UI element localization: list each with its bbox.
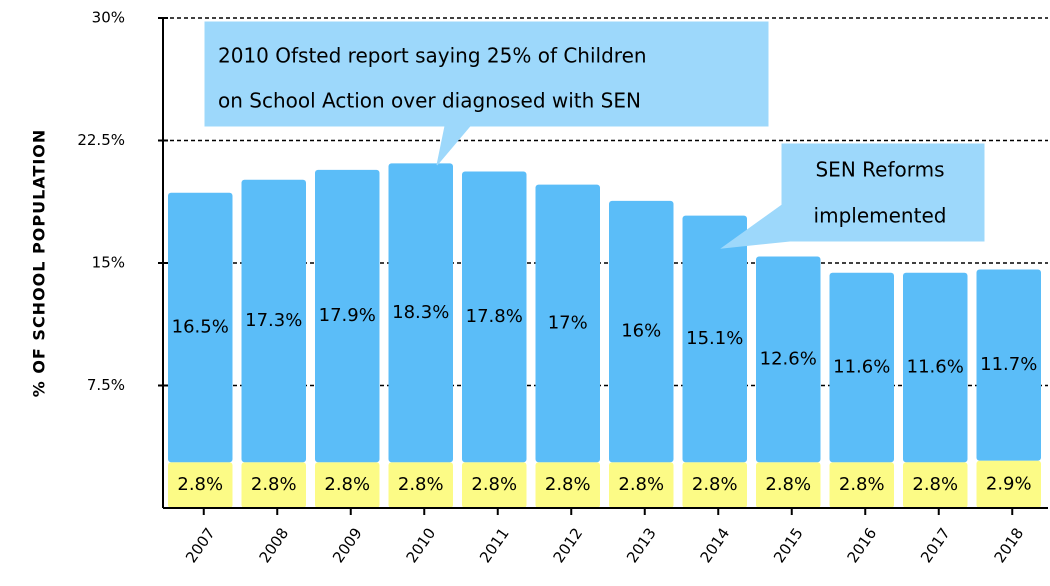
value-label: 17%	[548, 312, 588, 333]
bar-segment	[168, 462, 233, 508]
annotation-line: 2010 Ofsted report saying 25% of Childre…	[218, 44, 647, 68]
value-label: 17.3%	[245, 310, 302, 331]
y-tick-label: 15%	[92, 254, 125, 272]
bar-segment	[388, 462, 453, 508]
value-label: 2.8%	[251, 474, 297, 495]
value-label: 11.7%	[980, 354, 1037, 375]
value-label: 2.8%	[324, 474, 370, 495]
y-tick-label: 7.5%	[87, 376, 125, 394]
bar-segment	[903, 462, 968, 508]
value-label: 2.8%	[912, 474, 958, 495]
value-label: 2.8%	[765, 474, 811, 495]
value-label: 15.1%	[686, 328, 743, 349]
value-label: 17.8%	[466, 306, 523, 327]
value-label: 2.8%	[618, 474, 664, 495]
value-label: 11.6%	[907, 357, 964, 378]
bar-segment	[976, 269, 1041, 461]
value-label: 2.8%	[545, 474, 591, 495]
callout-shape	[204, 21, 769, 166]
value-label: 11.6%	[833, 357, 890, 378]
bar-segment	[976, 460, 1041, 508]
bar-segment	[609, 200, 674, 463]
value-label: 2.8%	[692, 474, 738, 495]
x-tick-label: 2011	[476, 525, 513, 567]
bar-segment	[315, 169, 380, 463]
y-tick-label: 22.5%	[77, 131, 125, 149]
bar-segment	[535, 462, 600, 508]
bar-segment	[682, 462, 747, 508]
value-label: 12.6%	[760, 348, 817, 369]
bar-segment	[462, 171, 527, 463]
value-label: 18.3%	[392, 302, 449, 323]
bar-segment	[756, 256, 821, 463]
bar-segment	[241, 179, 306, 463]
bar-segment	[756, 462, 821, 508]
value-label: 2.8%	[177, 474, 223, 495]
x-tick-label: 2012	[550, 525, 587, 567]
y-axis-label: % OF SCHOOL POPULATION	[30, 129, 49, 398]
x-tick-label: 2013	[623, 525, 660, 567]
x-tick-label: 2014	[697, 525, 734, 567]
annotation-line: SEN Reforms	[815, 158, 944, 182]
value-label: 2.8%	[839, 474, 885, 495]
value-label: 17.9%	[319, 305, 376, 326]
x-tick-label: 2007	[182, 525, 219, 567]
x-tick-label: 2016	[844, 525, 881, 567]
x-tick-label: 2008	[256, 525, 293, 567]
bar-segment	[388, 163, 453, 463]
value-label: 2.9%	[986, 473, 1032, 494]
bar-segment	[168, 192, 233, 463]
x-tick-label: 2010	[403, 525, 440, 567]
callout-shape	[720, 143, 985, 249]
bar-segment	[315, 462, 380, 508]
value-label: 16%	[621, 321, 661, 342]
callout: 2010 Ofsted report saying 25% of Childre…	[204, 21, 769, 166]
bar-segment	[609, 462, 674, 508]
bar-segment	[829, 462, 894, 508]
bar-segment	[903, 272, 968, 463]
x-tick-label: 2018	[991, 525, 1028, 567]
bar-segment	[241, 462, 306, 508]
annotation-line: on School Action over diagnosed with SEN	[218, 89, 641, 113]
x-tick-label: 2017	[917, 525, 954, 567]
callout: SEN Reforms implemented	[720, 143, 985, 249]
x-tick-label: 2015	[770, 525, 807, 567]
bar-segment	[829, 272, 894, 463]
value-label: 2.8%	[471, 474, 517, 495]
value-label: 2.8%	[398, 474, 444, 495]
y-tick-label: 30%	[92, 9, 125, 27]
bar-segment	[682, 215, 747, 463]
annotation-line: implemented	[814, 204, 947, 228]
bar-segment	[462, 462, 527, 508]
value-label: 16.5%	[172, 317, 229, 338]
x-tick-label: 2009	[329, 525, 366, 567]
bar-segment	[535, 184, 600, 463]
